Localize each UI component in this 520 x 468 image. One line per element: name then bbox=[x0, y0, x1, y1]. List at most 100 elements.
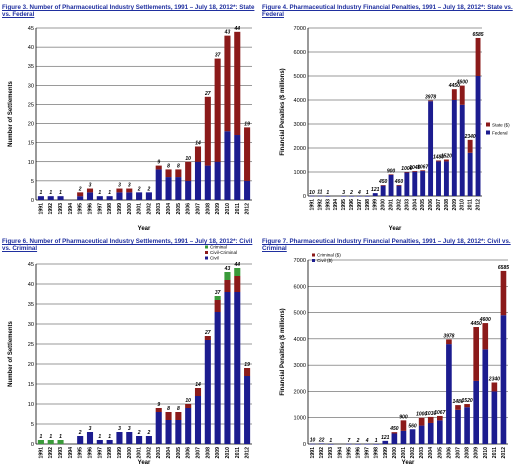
total-data-label: 37 bbox=[215, 53, 221, 59]
total-data-label: 1040 bbox=[409, 165, 420, 171]
x-tick-label: 2006 bbox=[186, 447, 192, 459]
bar-segment bbox=[437, 415, 443, 421]
bar-segment bbox=[373, 443, 379, 445]
x-axis-title: Year bbox=[389, 226, 402, 232]
bar-segment bbox=[364, 443, 370, 445]
total-data-label: 1 bbox=[108, 434, 111, 440]
bar-segment bbox=[37, 196, 44, 200]
y-tick-label: 15 bbox=[28, 382, 34, 388]
total-data-label: 8 bbox=[177, 163, 180, 169]
x-tick-label: 1998 bbox=[374, 447, 380, 459]
total-data-label: 4 bbox=[365, 438, 369, 444]
y-tick-label: 35 bbox=[28, 302, 34, 308]
x-tick-label: 2003 bbox=[419, 447, 425, 459]
y-tick-label: 4000 bbox=[294, 98, 306, 104]
x-tick-label: 2006 bbox=[186, 203, 192, 215]
total-data-label: 1 bbox=[40, 434, 43, 440]
total-data-label: 4 bbox=[357, 190, 361, 196]
x-tick-label: 2011 bbox=[235, 447, 241, 458]
bar-segment bbox=[175, 169, 182, 178]
total-data-label: 1 bbox=[49, 434, 52, 440]
x-tick-label: 1995 bbox=[78, 447, 84, 459]
bar-segment bbox=[412, 171, 418, 172]
bar-segment bbox=[341, 195, 347, 197]
legend-swatch bbox=[205, 251, 208, 254]
total-data-label: 450 bbox=[389, 426, 399, 432]
legend-swatch bbox=[486, 130, 490, 135]
total-data-label: 1 bbox=[59, 190, 62, 196]
y-tick-label: 15 bbox=[28, 141, 34, 147]
total-data-label: 1 bbox=[98, 190, 101, 196]
y-tick-label: 20 bbox=[28, 122, 34, 128]
x-tick-label: 2001 bbox=[401, 447, 407, 459]
y-axis-title: Financial Penalties ($ millions) bbox=[280, 68, 286, 155]
total-data-label: 3978 bbox=[425, 94, 436, 100]
bar-segment bbox=[185, 404, 192, 408]
bar-segment bbox=[482, 349, 489, 444]
bar-segment bbox=[214, 300, 221, 312]
x-tick-label: 1994 bbox=[68, 203, 74, 215]
bar-segment bbox=[459, 104, 465, 196]
legend-label: Civil bbox=[210, 256, 219, 261]
bar-segment bbox=[204, 96, 211, 166]
y-tick-label: 5000 bbox=[294, 311, 306, 317]
bar-segment bbox=[194, 396, 202, 444]
y-tick-label: 5 bbox=[31, 422, 34, 428]
x-tick-label: 2009 bbox=[215, 203, 221, 215]
x-tick-label: 2004 bbox=[412, 199, 418, 211]
x-tick-label: 1997 bbox=[97, 203, 103, 215]
x-tick-label: 1999 bbox=[117, 447, 123, 459]
bar-segment bbox=[175, 420, 182, 444]
bar-segment bbox=[475, 76, 481, 196]
bar-segment bbox=[244, 127, 251, 181]
total-data-label: 8 bbox=[167, 163, 170, 169]
x-tick-label: 2004 bbox=[166, 203, 172, 215]
bar-segment bbox=[155, 412, 162, 444]
bar-segment bbox=[224, 35, 231, 132]
y-tick-label: 3000 bbox=[294, 363, 306, 369]
y-tick-label: 1000 bbox=[294, 416, 306, 422]
legend-label: Federal bbox=[492, 131, 508, 136]
total-data-label: 9 bbox=[157, 160, 160, 166]
x-tick-label: 1995 bbox=[78, 203, 84, 215]
total-data-label: 450 bbox=[378, 179, 388, 185]
x-tick-label: 2005 bbox=[176, 447, 182, 459]
y-tick-label: 5 bbox=[31, 179, 34, 185]
x-tick-label: 2011 bbox=[492, 447, 498, 458]
total-data-label: 9 bbox=[157, 402, 160, 408]
bar-segment bbox=[317, 195, 323, 197]
bar-segment bbox=[380, 185, 386, 186]
total-data-label: 1000 bbox=[416, 412, 427, 418]
bar-segment bbox=[175, 177, 182, 200]
y-axis-title: Financial Penalties ($ millions) bbox=[280, 308, 286, 395]
total-data-label: 43 bbox=[224, 266, 231, 272]
bar-segment bbox=[165, 177, 172, 200]
x-tick-label: 1994 bbox=[337, 447, 343, 459]
x-tick-label: 2003 bbox=[156, 203, 162, 215]
x-tick-label: 2007 bbox=[436, 199, 442, 211]
bar-segment bbox=[437, 420, 443, 444]
bar-segment bbox=[382, 440, 389, 444]
total-data-label: 43 bbox=[224, 30, 231, 36]
x-tick-label: 1991 bbox=[38, 203, 44, 215]
bar-segment bbox=[388, 174, 394, 175]
y-tick-label: 35 bbox=[28, 64, 34, 70]
total-data-label: 1067 bbox=[417, 164, 428, 170]
legend-swatch bbox=[205, 245, 208, 249]
bar-segment bbox=[136, 192, 143, 200]
bar-segment bbox=[165, 169, 172, 178]
bar-segment bbox=[77, 196, 84, 200]
total-data-label: 10 bbox=[310, 438, 316, 444]
x-tick-label: 2009 bbox=[215, 447, 221, 459]
bar-segment bbox=[412, 171, 418, 196]
bar-segment bbox=[185, 408, 192, 444]
y-tick-label: 10 bbox=[28, 402, 34, 408]
x-tick-label: 1991 bbox=[38, 447, 44, 459]
x-tick-label: 2008 bbox=[205, 447, 211, 459]
bar-segment bbox=[96, 440, 103, 444]
total-data-label: 37 bbox=[215, 290, 221, 296]
total-data-label: 2340 bbox=[488, 376, 500, 382]
x-tick-label: 1992 bbox=[317, 199, 323, 211]
bar-segment bbox=[356, 195, 362, 197]
x-tick-label: 1998 bbox=[107, 203, 113, 215]
